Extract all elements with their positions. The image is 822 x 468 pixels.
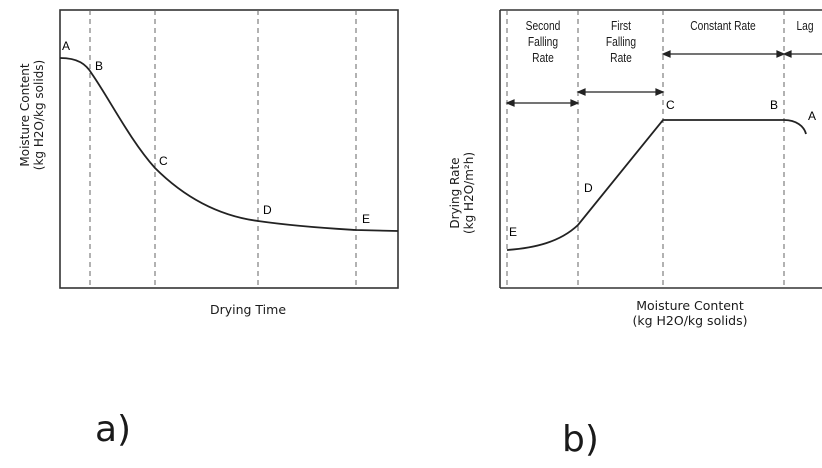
panel-b-point-label-e: E: [509, 225, 517, 239]
panel-a-point-label-e: E: [362, 212, 370, 226]
panel-b-y-axis-label: Drying Rate (kg H2O/m²h): [448, 128, 478, 258]
panel-a-y-axis-label: Moisture Content (kg H2O/kg solids): [18, 40, 48, 190]
region-second-falling-line3: Rate: [513, 50, 572, 66]
panel-b-arrow-first-falling: [578, 89, 663, 95]
panel-a-y-label-line1: Moisture Content: [18, 40, 32, 190]
panel-b-x-axis-label: Moisture Content (kg H2O/kg solids): [610, 298, 770, 328]
region-second-falling-rate: Second Falling Rate: [513, 18, 572, 66]
region-second-falling-line1: Second: [513, 18, 572, 34]
panel-b-tag: b): [562, 420, 599, 460]
panel-a-frame: [60, 10, 398, 288]
panel-b-arrow-second-falling: [507, 100, 578, 106]
panel-a-point-label-a: A: [62, 39, 70, 53]
panel-a-drying-curve: [60, 58, 398, 231]
panel-b-arrow-lag: [784, 51, 822, 57]
panel-b-arrow-constant-rate: [663, 51, 784, 57]
region-second-falling-line2: Falling: [513, 34, 572, 50]
panel-a-y-label-line2: (kg H2O/kg solids): [32, 40, 46, 190]
panel-b-point-label-d: D: [584, 181, 593, 195]
panel-b-y-label-line1: Drying Rate: [448, 128, 462, 258]
panel-b-point-label-c: C: [666, 98, 675, 112]
panel-a-point-label-c: C: [159, 154, 168, 168]
panel-a-x-axis-label: Drying Time: [178, 302, 318, 317]
panel-b-point-label-a: A: [808, 109, 816, 123]
panel-a-point-label-b: B: [95, 59, 103, 73]
panel-b-x-label-line1: Moisture Content: [610, 298, 770, 313]
region-first-falling-line2: Falling: [589, 34, 653, 50]
region-lag: Lag: [791, 18, 819, 34]
panel-a-tag: a): [95, 410, 131, 450]
region-constant-rate: Constant Rate: [675, 18, 772, 34]
panel-b-y-label-line2: (kg H2O/m²h): [462, 128, 476, 258]
region-first-falling-rate: First Falling Rate: [589, 18, 653, 66]
panel-a-point-label-d: D: [263, 203, 272, 217]
panel-a-plot: A B C D E: [60, 10, 398, 288]
region-first-falling-line3: Rate: [589, 50, 653, 66]
panel-b-rate-curve: [507, 120, 806, 250]
region-first-falling-line1: First: [589, 18, 653, 34]
panel-b-point-label-b: B: [770, 98, 778, 112]
panel-b-x-label-line2: (kg H2O/kg solids): [610, 313, 770, 328]
